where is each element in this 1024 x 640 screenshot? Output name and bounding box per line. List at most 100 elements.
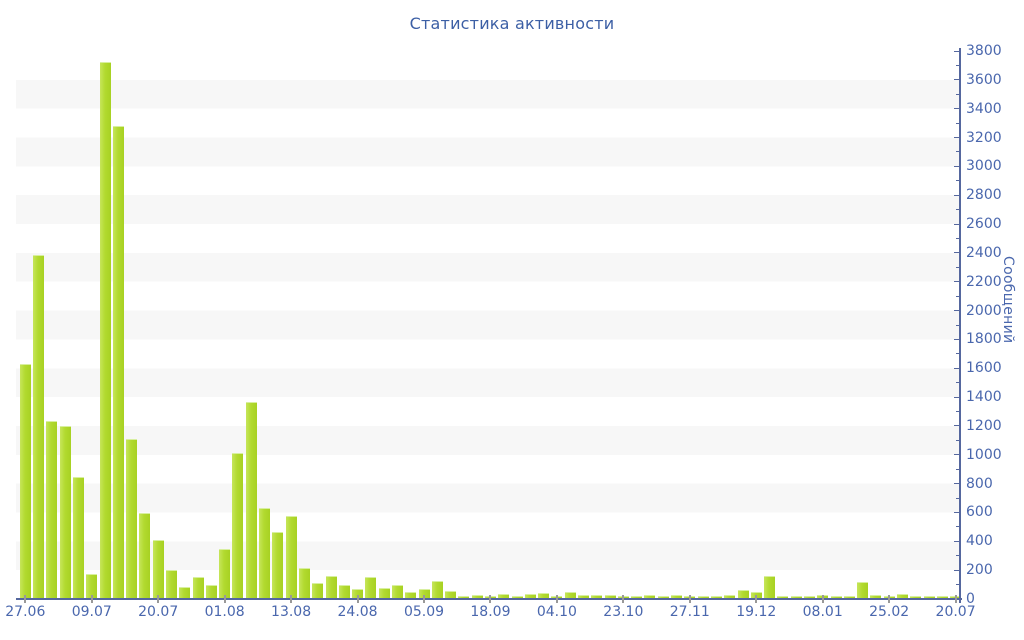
bar xyxy=(19,364,31,599)
y-tick-mark xyxy=(954,223,960,225)
bar xyxy=(139,513,151,599)
bar xyxy=(285,516,297,599)
y-tick-mark xyxy=(954,165,960,167)
bar xyxy=(205,585,217,599)
bar xyxy=(657,596,669,599)
x-tick-label: 04.10 xyxy=(536,604,577,620)
y-tick-label: 1400 xyxy=(966,389,1002,406)
bar xyxy=(112,126,124,599)
bar xyxy=(166,570,177,599)
bar xyxy=(86,574,98,599)
x-tick-mark xyxy=(157,595,160,603)
chart-title: Статистика активности xyxy=(409,14,615,33)
y-tick-mark xyxy=(954,511,960,513)
y-tick-label: 1000 xyxy=(966,446,1002,463)
x-tick-label: 19.12 xyxy=(736,604,777,620)
y-tick-mark xyxy=(956,526,960,528)
y-tick-label: 400 xyxy=(966,533,993,550)
x-tick-label: 24.08 xyxy=(337,604,378,620)
bar xyxy=(604,595,616,599)
bar xyxy=(219,549,231,599)
bar xyxy=(365,577,377,599)
x-tick-label: 08.01 xyxy=(802,604,843,620)
y-tick-label: 3200 xyxy=(966,129,1002,146)
bar xyxy=(910,596,922,599)
y-tick-mark xyxy=(954,338,960,340)
bar xyxy=(511,596,523,599)
bar xyxy=(790,596,802,599)
y-tick-label: 2600 xyxy=(966,216,1002,233)
bar xyxy=(445,591,457,599)
y-tick-label: 3600 xyxy=(966,71,1002,88)
x-tick-mark xyxy=(223,595,226,603)
bar xyxy=(538,593,550,599)
x-axis-line xyxy=(16,598,962,600)
bar xyxy=(126,439,138,599)
y-tick-mark xyxy=(956,468,960,470)
y-tick-label: 3800 xyxy=(966,43,1002,59)
bar xyxy=(59,426,71,599)
y-tick-mark xyxy=(954,569,960,571)
y-tick-mark xyxy=(956,411,960,413)
x-tick-mark xyxy=(622,595,625,603)
y-tick-mark xyxy=(954,79,960,81)
bar xyxy=(830,596,842,599)
x-tick-label: 09.07 xyxy=(71,604,112,620)
y-tick-mark xyxy=(956,295,960,297)
bar xyxy=(896,594,908,599)
bar xyxy=(564,592,576,599)
bar xyxy=(671,595,682,599)
y-tick-mark xyxy=(954,252,960,254)
bar xyxy=(405,592,417,599)
bar xyxy=(923,596,935,599)
bar xyxy=(338,585,350,599)
y-tick-label: 3400 xyxy=(966,100,1002,117)
x-tick-label: 20.07 xyxy=(935,604,976,620)
y-tick-label: 1600 xyxy=(966,360,1002,377)
bar xyxy=(99,62,111,599)
bar xyxy=(259,508,270,599)
bar xyxy=(232,453,244,599)
y-tick-mark xyxy=(956,497,960,499)
y-tick-mark xyxy=(956,180,960,182)
y-tick-mark xyxy=(956,151,960,153)
x-tick-label: 05.09 xyxy=(403,604,445,620)
x-tick-mark xyxy=(423,595,425,603)
y-tick-label: 1800 xyxy=(966,331,1002,348)
x-tick-label: 23.10 xyxy=(603,604,644,620)
bar xyxy=(325,576,337,599)
bar xyxy=(272,532,284,599)
x-tick-mark xyxy=(356,595,359,603)
x-tick-label: 18.09 xyxy=(470,604,511,620)
bar xyxy=(843,596,855,599)
y-tick-mark xyxy=(954,367,960,369)
y-tick-mark xyxy=(954,108,960,110)
y-tick-mark xyxy=(954,396,960,398)
bar xyxy=(458,596,470,599)
bar xyxy=(352,589,364,599)
bar xyxy=(857,582,869,599)
y-tick-label: 2200 xyxy=(966,273,1002,290)
y-axis-title: Сообщений xyxy=(1000,256,1016,344)
bar xyxy=(644,595,656,599)
bar xyxy=(418,589,430,599)
y-tick-mark xyxy=(954,454,960,456)
bar xyxy=(724,595,736,599)
bar xyxy=(631,596,643,599)
x-tick-mark xyxy=(290,595,293,603)
y-tick-label: 200 xyxy=(966,562,993,579)
bar xyxy=(245,402,257,599)
y-tick-mark xyxy=(954,425,960,427)
y-tick-label: 3000 xyxy=(966,158,1002,175)
x-tick-mark xyxy=(489,595,492,603)
y-tick-mark xyxy=(956,266,960,268)
bar xyxy=(471,595,483,599)
bar xyxy=(431,581,443,599)
bar xyxy=(378,588,390,599)
y-tick-label: 2400 xyxy=(966,244,1002,261)
x-tick-mark xyxy=(688,595,691,603)
y-tick-mark xyxy=(956,209,960,211)
y-tick-label: 2000 xyxy=(966,302,1002,319)
y-tick-mark xyxy=(956,64,960,66)
